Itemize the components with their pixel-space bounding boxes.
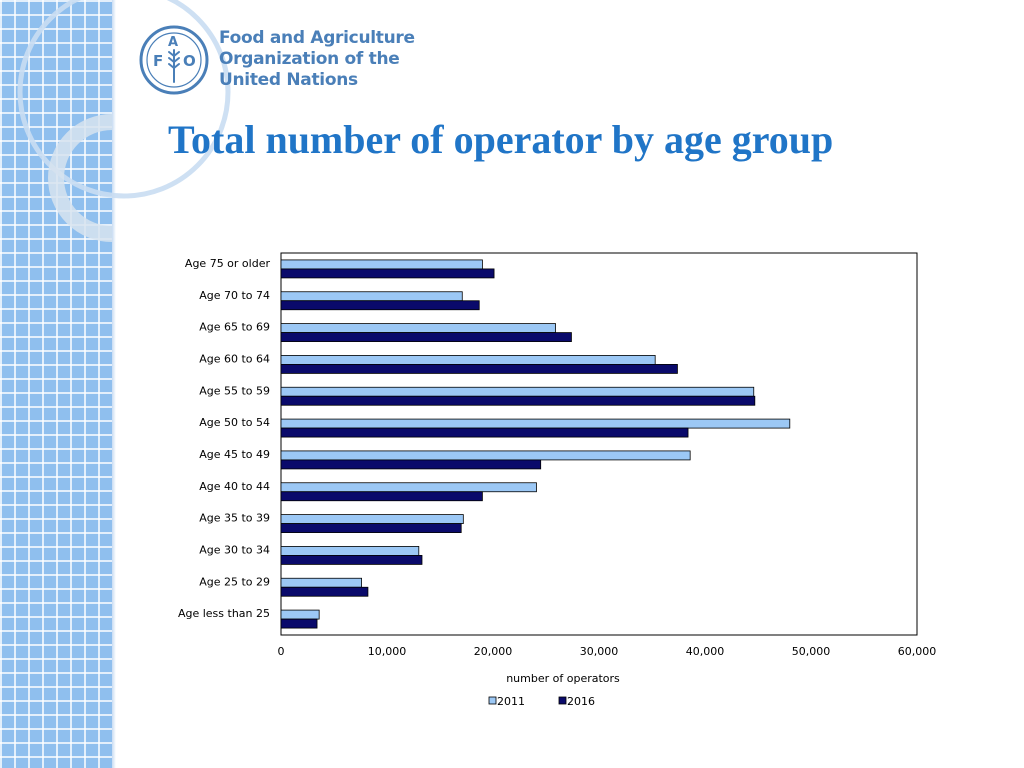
y-tick-label: Age 40 to 44 bbox=[199, 480, 270, 493]
legend-swatch-2016 bbox=[558, 696, 567, 705]
y-tick-label: Age 60 to 64 bbox=[199, 352, 270, 365]
y-tick-label: Age 70 to 74 bbox=[199, 289, 270, 302]
x-tick-label: 0 bbox=[278, 645, 285, 658]
x-tick-label: 10,000 bbox=[368, 645, 407, 658]
bar-2011-2 bbox=[280, 323, 556, 333]
bar-2011-7 bbox=[280, 482, 537, 493]
decorative-arc-small bbox=[48, 114, 113, 242]
slide-title: Total number of operator by age group bbox=[168, 117, 834, 162]
legend-label-2016: 2016 bbox=[567, 695, 595, 708]
organization-name-line-3: United Nations bbox=[219, 70, 358, 90]
bar-2011-4 bbox=[280, 386, 755, 397]
bar-2016-9 bbox=[280, 555, 423, 565]
logo-letter-f: F bbox=[153, 52, 163, 70]
x-tick-label: 40,000 bbox=[686, 645, 725, 658]
plot-area bbox=[280, 252, 918, 636]
x-tick-label: 20,000 bbox=[474, 645, 513, 658]
logo-inner-ring bbox=[146, 32, 202, 88]
y-tick-label: Age 65 to 69 bbox=[199, 321, 270, 334]
logo-ring bbox=[139, 25, 209, 95]
bar-2011-1 bbox=[280, 291, 463, 302]
bar-2011-3 bbox=[280, 355, 656, 365]
bar-2011-8 bbox=[280, 514, 464, 524]
bar-2016-8 bbox=[280, 523, 462, 533]
legend-label-2011: 2011 bbox=[497, 695, 525, 708]
bar-2011-11 bbox=[280, 609, 320, 620]
y-tick-label: Age 55 to 59 bbox=[199, 384, 270, 397]
organization-name: Food and Agriculture Organization of the… bbox=[219, 28, 419, 91]
x-tick-label: 30,000 bbox=[580, 645, 619, 658]
y-tick-label: Age 35 to 39 bbox=[199, 512, 270, 525]
wheat-icon bbox=[168, 49, 180, 83]
bar-2011-5 bbox=[280, 418, 791, 429]
bar-2016-2 bbox=[280, 332, 572, 342]
bar-2016-10 bbox=[280, 586, 369, 597]
bar-2016-7 bbox=[280, 491, 483, 502]
bar-2011-6 bbox=[280, 450, 691, 461]
plot-layer: Age 75 or older Age 70 to 74 Age 65 to 69 A… bbox=[178, 252, 937, 708]
band-edge bbox=[112, 0, 116, 768]
organization-name-line-2: Organization of the bbox=[219, 49, 400, 69]
bar-2011-10 bbox=[280, 577, 362, 588]
fao-logo: F A O bbox=[139, 25, 209, 95]
bar-2011-0 bbox=[280, 259, 483, 270]
y-tick-label: Age 30 to 34 bbox=[199, 543, 270, 556]
legend-swatch-2011 bbox=[488, 696, 497, 705]
x-tick-label: 60,000 bbox=[898, 645, 937, 658]
y-tick-label: Age 50 to 54 bbox=[199, 416, 270, 429]
logo-letter-o: O bbox=[183, 52, 196, 70]
decorative-arc-large bbox=[17, 0, 231, 199]
bar-2016-1 bbox=[280, 300, 480, 311]
logo-letter-a: A bbox=[168, 35, 178, 50]
y-tick-label: Age 75 or older bbox=[185, 257, 271, 270]
bar-2016-3 bbox=[280, 364, 678, 374]
bar-2011-9 bbox=[280, 546, 420, 556]
x-tick-label: 50,000 bbox=[792, 645, 831, 658]
organization-name-line-1: Food and Agriculture bbox=[219, 28, 415, 48]
x-axis-label: number of operators bbox=[506, 672, 620, 685]
y-tick-label: Age 45 to 49 bbox=[199, 448, 270, 461]
y-tick-label: Age 25 to 29 bbox=[199, 575, 270, 588]
bar-2016-6 bbox=[280, 459, 542, 470]
y-tick-label: Age less than 25 bbox=[178, 607, 270, 620]
bar-2016-0 bbox=[280, 268, 495, 279]
bar-2016-4 bbox=[280, 395, 756, 406]
bar-2016-11 bbox=[280, 618, 318, 629]
bar-2016-5 bbox=[280, 427, 689, 438]
